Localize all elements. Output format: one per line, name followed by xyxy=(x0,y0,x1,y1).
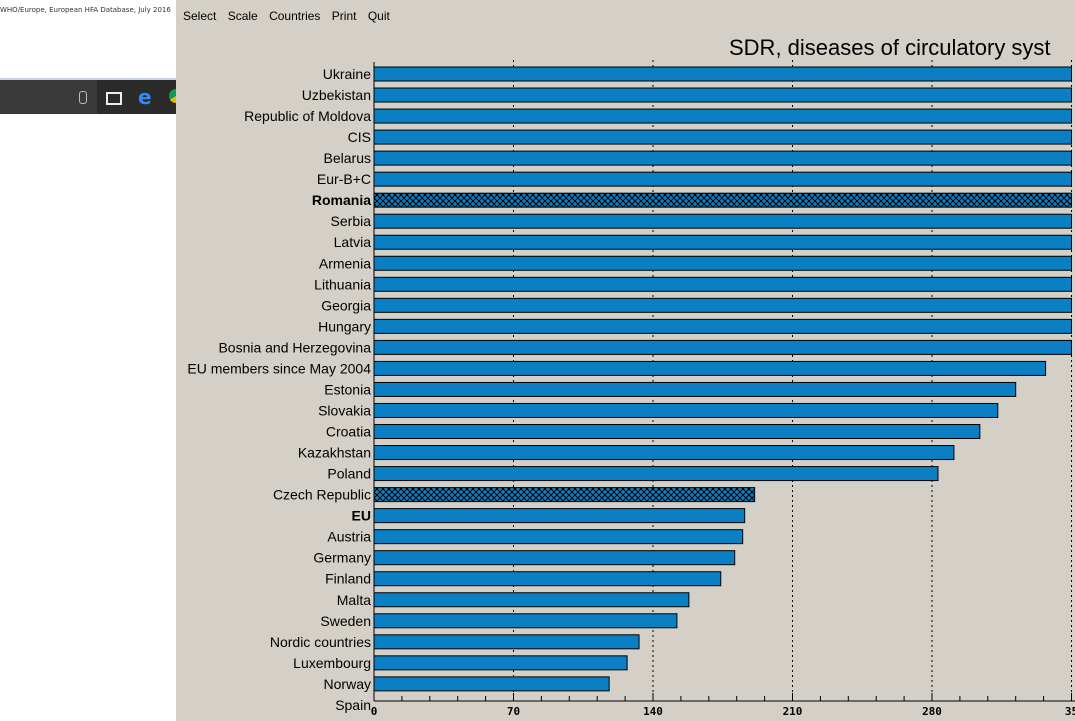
bar xyxy=(373,508,746,524)
category-label: CIS xyxy=(348,129,371,145)
category-label: Serbia xyxy=(331,213,372,229)
category-label: Romania xyxy=(312,192,371,208)
source-note: WHO/Europe, European HFA Database, July … xyxy=(0,6,171,14)
category-label: Eur-B+C xyxy=(317,171,371,187)
category-label: Latvia xyxy=(334,234,372,250)
bar xyxy=(373,655,628,671)
category-label: Nordic countries xyxy=(270,634,371,650)
category-label: Malta xyxy=(337,592,371,608)
menu-print[interactable]: Print xyxy=(331,9,357,23)
bar xyxy=(373,424,981,440)
bar xyxy=(373,487,756,503)
bar xyxy=(373,297,1072,313)
microphone-icon[interactable] xyxy=(79,91,87,104)
chart-title: SDR, diseases of circulatory syst xyxy=(729,35,1051,60)
category-label: Belarus xyxy=(324,150,371,166)
bar-chart: Ukraine Uzbekistan Republic of Moldova CIS B… xyxy=(187,60,1075,718)
bar xyxy=(373,613,678,629)
bar xyxy=(373,255,1072,271)
category-label: Hungary xyxy=(318,318,371,334)
bar xyxy=(373,402,999,418)
chart-window: Select Scale Countries Print Quit SDR, d… xyxy=(176,0,1075,721)
bar xyxy=(373,150,1072,166)
category-label: Czech Republic xyxy=(273,487,371,503)
bar xyxy=(373,571,722,587)
bar xyxy=(373,192,1072,208)
category-label: EU xyxy=(352,508,371,524)
category-label: Georgia xyxy=(321,297,371,313)
bar xyxy=(373,318,1072,334)
bar xyxy=(373,339,1072,355)
bar xyxy=(373,87,1072,103)
bar xyxy=(373,381,1017,397)
category-label: Armenia xyxy=(319,255,371,271)
taskbar-search-area[interactable] xyxy=(0,80,97,114)
menu-select[interactable]: Select xyxy=(183,9,217,23)
category-label: Ukraine xyxy=(323,66,371,82)
bar xyxy=(373,676,610,692)
bar xyxy=(373,466,939,482)
category-label: EU members since May 2004 xyxy=(187,360,371,376)
bar xyxy=(373,550,736,566)
bar xyxy=(373,66,1072,82)
bar xyxy=(373,445,955,461)
menu-countries[interactable]: Countries xyxy=(269,9,321,23)
category-label: Uzbekistan xyxy=(302,87,371,103)
category-label: Austria xyxy=(327,529,371,545)
bar xyxy=(373,276,1072,292)
category-label: Slovakia xyxy=(318,402,371,418)
category-label: Bosnia and Herzegovina xyxy=(218,339,371,355)
bar xyxy=(373,108,1072,124)
category-label: Estonia xyxy=(324,381,371,397)
x-tick-label: 0 xyxy=(371,705,378,718)
category-label: Republic of Moldova xyxy=(244,108,371,124)
bar xyxy=(373,213,1072,229)
menu-scale[interactable]: Scale xyxy=(227,9,258,23)
x-tick-label: 35 xyxy=(1065,705,1075,718)
menu-bar: Select Scale Countries Print Quit xyxy=(183,9,398,23)
task-view-icon[interactable] xyxy=(106,92,122,105)
x-tick-label: 210 xyxy=(783,705,803,718)
bar xyxy=(373,234,1072,250)
category-label: Croatia xyxy=(326,424,371,440)
edge-browser-icon[interactable]: e xyxy=(138,85,152,109)
category-label: Germany xyxy=(313,550,371,566)
category-label: Norway xyxy=(324,676,371,692)
bar xyxy=(373,129,1072,145)
windows-taskbar: e xyxy=(0,78,183,114)
x-tick-label: 280 xyxy=(922,705,942,718)
bar xyxy=(373,529,744,545)
category-label: Lithuania xyxy=(314,276,371,292)
category-label: Poland xyxy=(327,466,371,482)
bar xyxy=(373,360,1047,376)
category-label: Kazakhstan xyxy=(298,445,371,461)
category-label: Spain xyxy=(335,697,371,713)
x-tick-label: 140 xyxy=(643,705,663,718)
category-label: Finland xyxy=(325,571,371,587)
bar xyxy=(373,171,1072,187)
bar xyxy=(373,592,690,608)
menu-quit[interactable]: Quit xyxy=(367,9,390,23)
category-label: Luxembourg xyxy=(293,655,371,671)
x-tick-label: 70 xyxy=(507,705,520,718)
category-label: Sweden xyxy=(320,613,371,629)
bar xyxy=(373,634,640,650)
